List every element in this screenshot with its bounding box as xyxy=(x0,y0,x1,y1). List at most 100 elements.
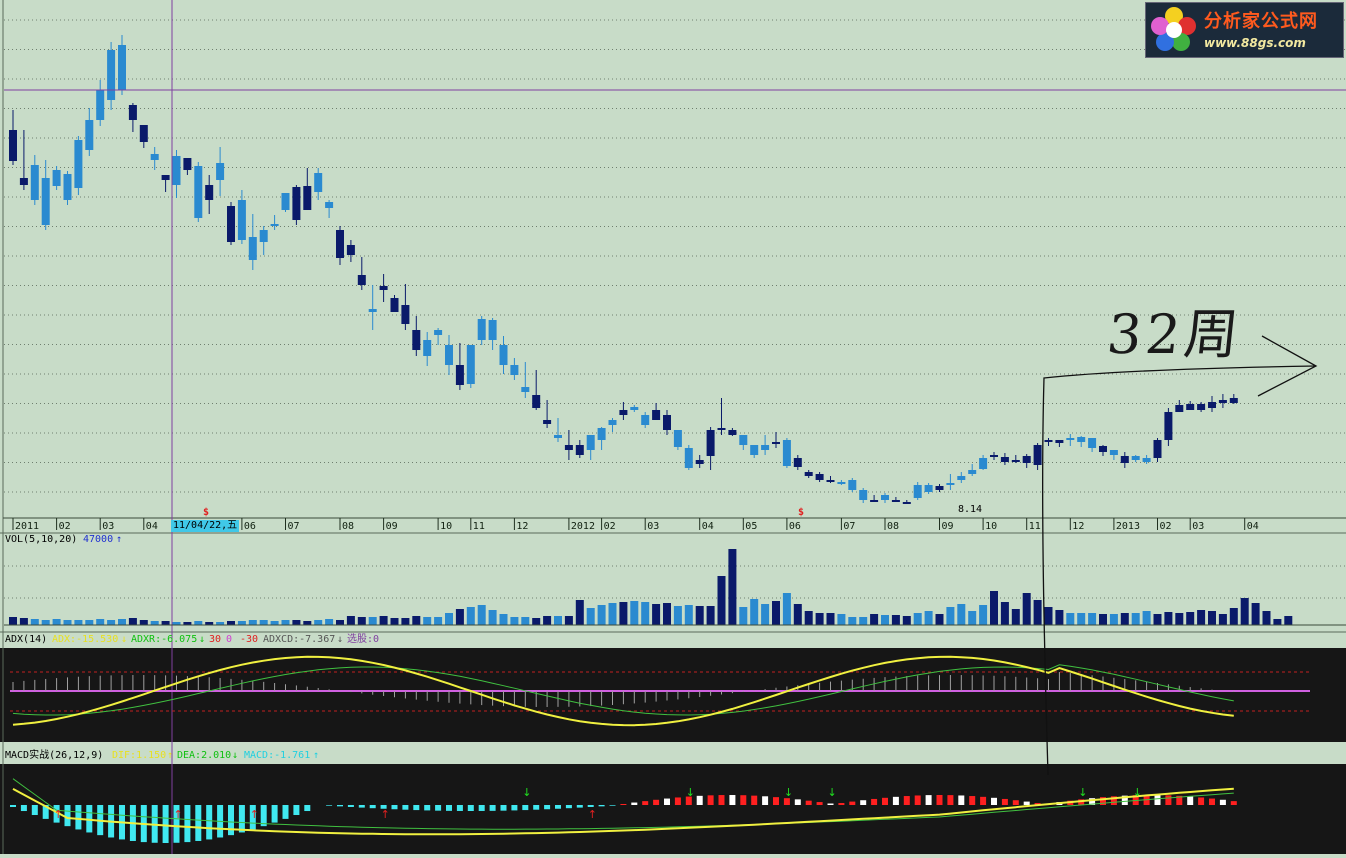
candle-body xyxy=(575,445,584,455)
volume-bar xyxy=(881,615,889,625)
candle-body xyxy=(652,410,661,420)
macd-hist-bar xyxy=(1230,801,1237,805)
price-panel-bg xyxy=(0,0,1346,534)
candle-body xyxy=(74,140,83,188)
candle-body xyxy=(1109,450,1118,455)
volume-bar xyxy=(1153,614,1162,625)
macd-hist-bar xyxy=(849,801,856,805)
candle-body xyxy=(346,245,355,255)
candle-body xyxy=(477,319,486,340)
volume-bar xyxy=(41,620,50,625)
volume-bar xyxy=(346,616,355,625)
candle-body xyxy=(870,500,879,502)
volume-bar xyxy=(510,617,519,625)
macd-hist-bar xyxy=(260,805,267,827)
candle-body xyxy=(804,472,813,476)
dea-line xyxy=(12,778,1234,830)
volume-bar xyxy=(641,602,650,625)
macd-sell-arrow: ↓ xyxy=(686,786,695,799)
volume-bar xyxy=(543,616,552,625)
adxr-value: ADXR:-6.075 xyxy=(131,634,198,645)
x-tick-label: 03 xyxy=(647,521,659,532)
handwritten-annotation: 32周 xyxy=(1104,303,1246,366)
volume-bar xyxy=(1066,613,1075,625)
macd-hist-bar xyxy=(903,796,910,805)
candle-body xyxy=(902,502,911,504)
volume-bar xyxy=(1208,611,1216,625)
volume-bar xyxy=(619,602,628,625)
macd-hist-bar xyxy=(1089,798,1096,805)
candle-body xyxy=(1022,456,1031,463)
macd-hist-bar xyxy=(238,805,245,833)
candle-body xyxy=(1033,445,1042,465)
volume-bar xyxy=(1142,611,1151,625)
candle-body xyxy=(793,458,802,467)
x-tick-label: 10 xyxy=(985,521,997,532)
candle-body xyxy=(194,166,203,218)
volume-bar xyxy=(706,606,715,625)
macd-sell-arrow: ↓ xyxy=(522,786,531,799)
macd-hist-bar xyxy=(358,805,365,808)
volume-bar xyxy=(717,576,726,625)
x-tick-label: 12 xyxy=(516,521,528,532)
macd-hist-bar xyxy=(380,805,387,809)
adx-value: ADX:-15.530 xyxy=(52,634,119,645)
macd-hist-bar xyxy=(1154,795,1161,805)
macd-hist-bar xyxy=(53,805,60,823)
x-tick-label: 03 xyxy=(102,521,114,532)
macd-hist-bar xyxy=(228,805,234,836)
candle-body xyxy=(1175,405,1184,412)
volume-bar xyxy=(1273,619,1282,625)
volume-bar xyxy=(1218,614,1227,625)
volume-bar xyxy=(597,605,606,625)
macd-title: MACD实战(26,12,9) xyxy=(5,750,104,761)
macd-hist-bar xyxy=(1012,800,1019,805)
x-tick-label: 08 xyxy=(342,521,354,532)
volume-bar xyxy=(30,619,39,625)
candle-body xyxy=(107,50,116,100)
macd-hist-bar xyxy=(522,805,529,811)
candle-body xyxy=(1153,440,1162,458)
candle-body xyxy=(782,440,791,466)
logo-url: www.88gs.com xyxy=(1204,36,1306,50)
x-tick-label: 02 xyxy=(604,521,616,532)
candle-body xyxy=(41,178,50,225)
macd-hist-bar xyxy=(805,800,812,805)
macd-hist-bar xyxy=(936,795,943,805)
volume-bar xyxy=(1022,593,1031,625)
volume-bar xyxy=(891,615,900,625)
macd-panel-bg xyxy=(0,764,1346,854)
macd-hist-bar xyxy=(489,805,496,811)
candle-body xyxy=(248,237,257,260)
adxcd-arrow: ↓ xyxy=(337,634,344,645)
macd-hist-bar xyxy=(86,805,93,833)
candle-body xyxy=(466,345,475,384)
x-tick-label: 03 xyxy=(1192,521,1204,532)
macd-hist-bar xyxy=(446,805,452,811)
macd-hist-bar xyxy=(75,805,82,830)
volume-bar xyxy=(499,614,508,625)
volume-bar xyxy=(9,617,17,625)
candle-body xyxy=(1229,398,1238,403)
volume-bar xyxy=(968,611,977,625)
volume-bar xyxy=(1120,613,1129,625)
macd-hist-bar xyxy=(64,805,71,827)
x-tick-label: 12 xyxy=(1072,521,1084,532)
candle-body xyxy=(979,458,988,469)
macd-hist-bar xyxy=(282,805,289,819)
candle-body xyxy=(314,173,323,192)
macd-hist-bar xyxy=(478,805,485,811)
volume-bar xyxy=(935,614,944,625)
candle-body xyxy=(1044,440,1053,442)
macd-hist-bar xyxy=(1078,799,1085,805)
macd-header-bg xyxy=(0,742,1346,764)
candle-body xyxy=(619,410,628,415)
volume-bar xyxy=(74,620,83,625)
volume-bar xyxy=(248,620,257,625)
candle-body xyxy=(739,435,748,445)
macd-hist-bar xyxy=(620,804,627,805)
candle-body xyxy=(532,395,541,408)
candle-body xyxy=(237,200,246,240)
